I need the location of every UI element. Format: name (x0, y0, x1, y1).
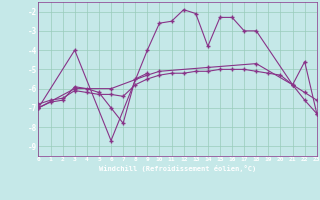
X-axis label: Windchill (Refroidissement éolien,°C): Windchill (Refroidissement éolien,°C) (99, 165, 256, 172)
